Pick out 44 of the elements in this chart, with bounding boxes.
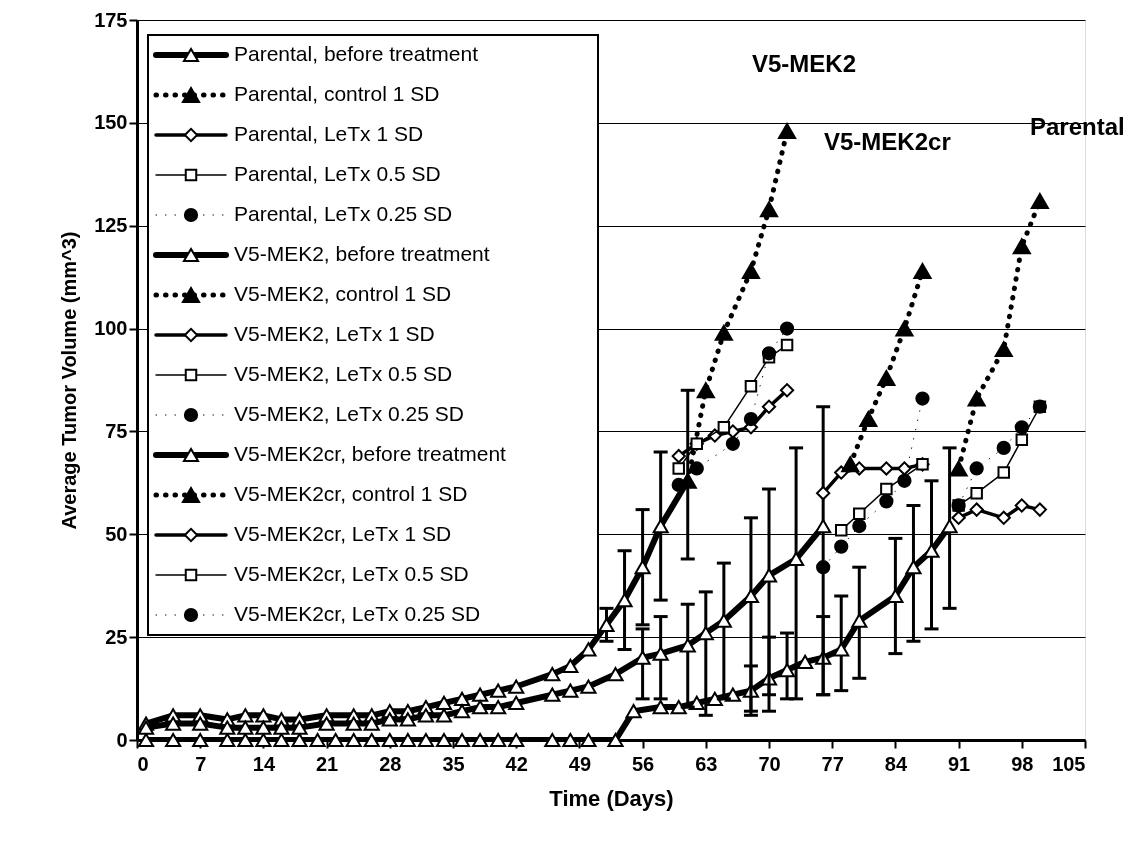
x-tick-label: 84 <box>884 752 908 775</box>
legend-label: Parental, LeTx 0.25 SD <box>234 202 453 225</box>
x-tick-label: 7 <box>195 752 207 775</box>
annotation: V5-MEK2 <box>752 50 857 77</box>
x-tick-label: 105 <box>1052 752 1086 775</box>
x-tick-label: 98 <box>1011 752 1034 775</box>
x-tick-label: 91 <box>947 752 971 775</box>
x-tick-label: 56 <box>631 752 655 775</box>
legend-label: Parental, LeTx 1 SD <box>234 122 424 145</box>
x-tick-label: 0 <box>137 752 149 775</box>
y-tick-label: 125 <box>94 214 128 237</box>
legend-label: V5-MEK2cr, control 1 SD <box>234 482 468 505</box>
legend-label: V5-MEK2cr, LeTx 0.5 SD <box>234 562 469 585</box>
legend-label: V5-MEK2cr, LeTx 0.25 SD <box>234 602 481 625</box>
y-tick-label: 175 <box>94 8 128 31</box>
legend-label: Parental, before treatment <box>234 42 479 65</box>
x-tick-label: 70 <box>758 752 781 775</box>
legend-label: Parental, LeTx 0.5 SD <box>234 162 441 185</box>
legend-label: V5-MEK2cr, before treatment <box>234 442 507 465</box>
x-tick-label: 49 <box>568 752 592 775</box>
legend-label: V5-MEK2, LeTx 0.25 SD <box>234 402 464 425</box>
x-tick-label: 63 <box>695 752 718 775</box>
x-tick-label: 77 <box>821 752 844 775</box>
x-tick-label: 28 <box>379 752 402 775</box>
annotation: V5-MEK2cr <box>824 128 951 155</box>
x-tick-label: 14 <box>252 752 276 775</box>
y-tick-label: 150 <box>94 111 128 134</box>
x-axis-title: Time (Days) <box>549 785 674 811</box>
y-tick-label: 25 <box>105 625 128 648</box>
annotation: Parental <box>1030 113 1125 140</box>
y-axis-title: Average Tumor Volume (mm^3) <box>58 231 81 530</box>
y-tick-label: 0 <box>116 728 128 751</box>
legend-label: Parental, control 1 SD <box>234 82 440 105</box>
y-tick-label: 100 <box>94 317 128 340</box>
legend-label: V5-MEK2, LeTx 1 SD <box>234 322 435 345</box>
x-tick-label: 21 <box>315 752 339 775</box>
x-tick-label: 42 <box>505 752 528 775</box>
legend-label: V5-MEK2, before treatment <box>234 242 490 265</box>
legend-label: V5-MEK2cr, LeTx 1 SD <box>234 522 452 545</box>
legend-label: V5-MEK2, control 1 SD <box>234 282 452 305</box>
y-tick-label: 50 <box>105 522 128 545</box>
legend-label: V5-MEK2, LeTx 0.5 SD <box>234 362 453 385</box>
y-tick-label: 75 <box>105 419 128 442</box>
x-tick-label: 35 <box>442 752 465 775</box>
